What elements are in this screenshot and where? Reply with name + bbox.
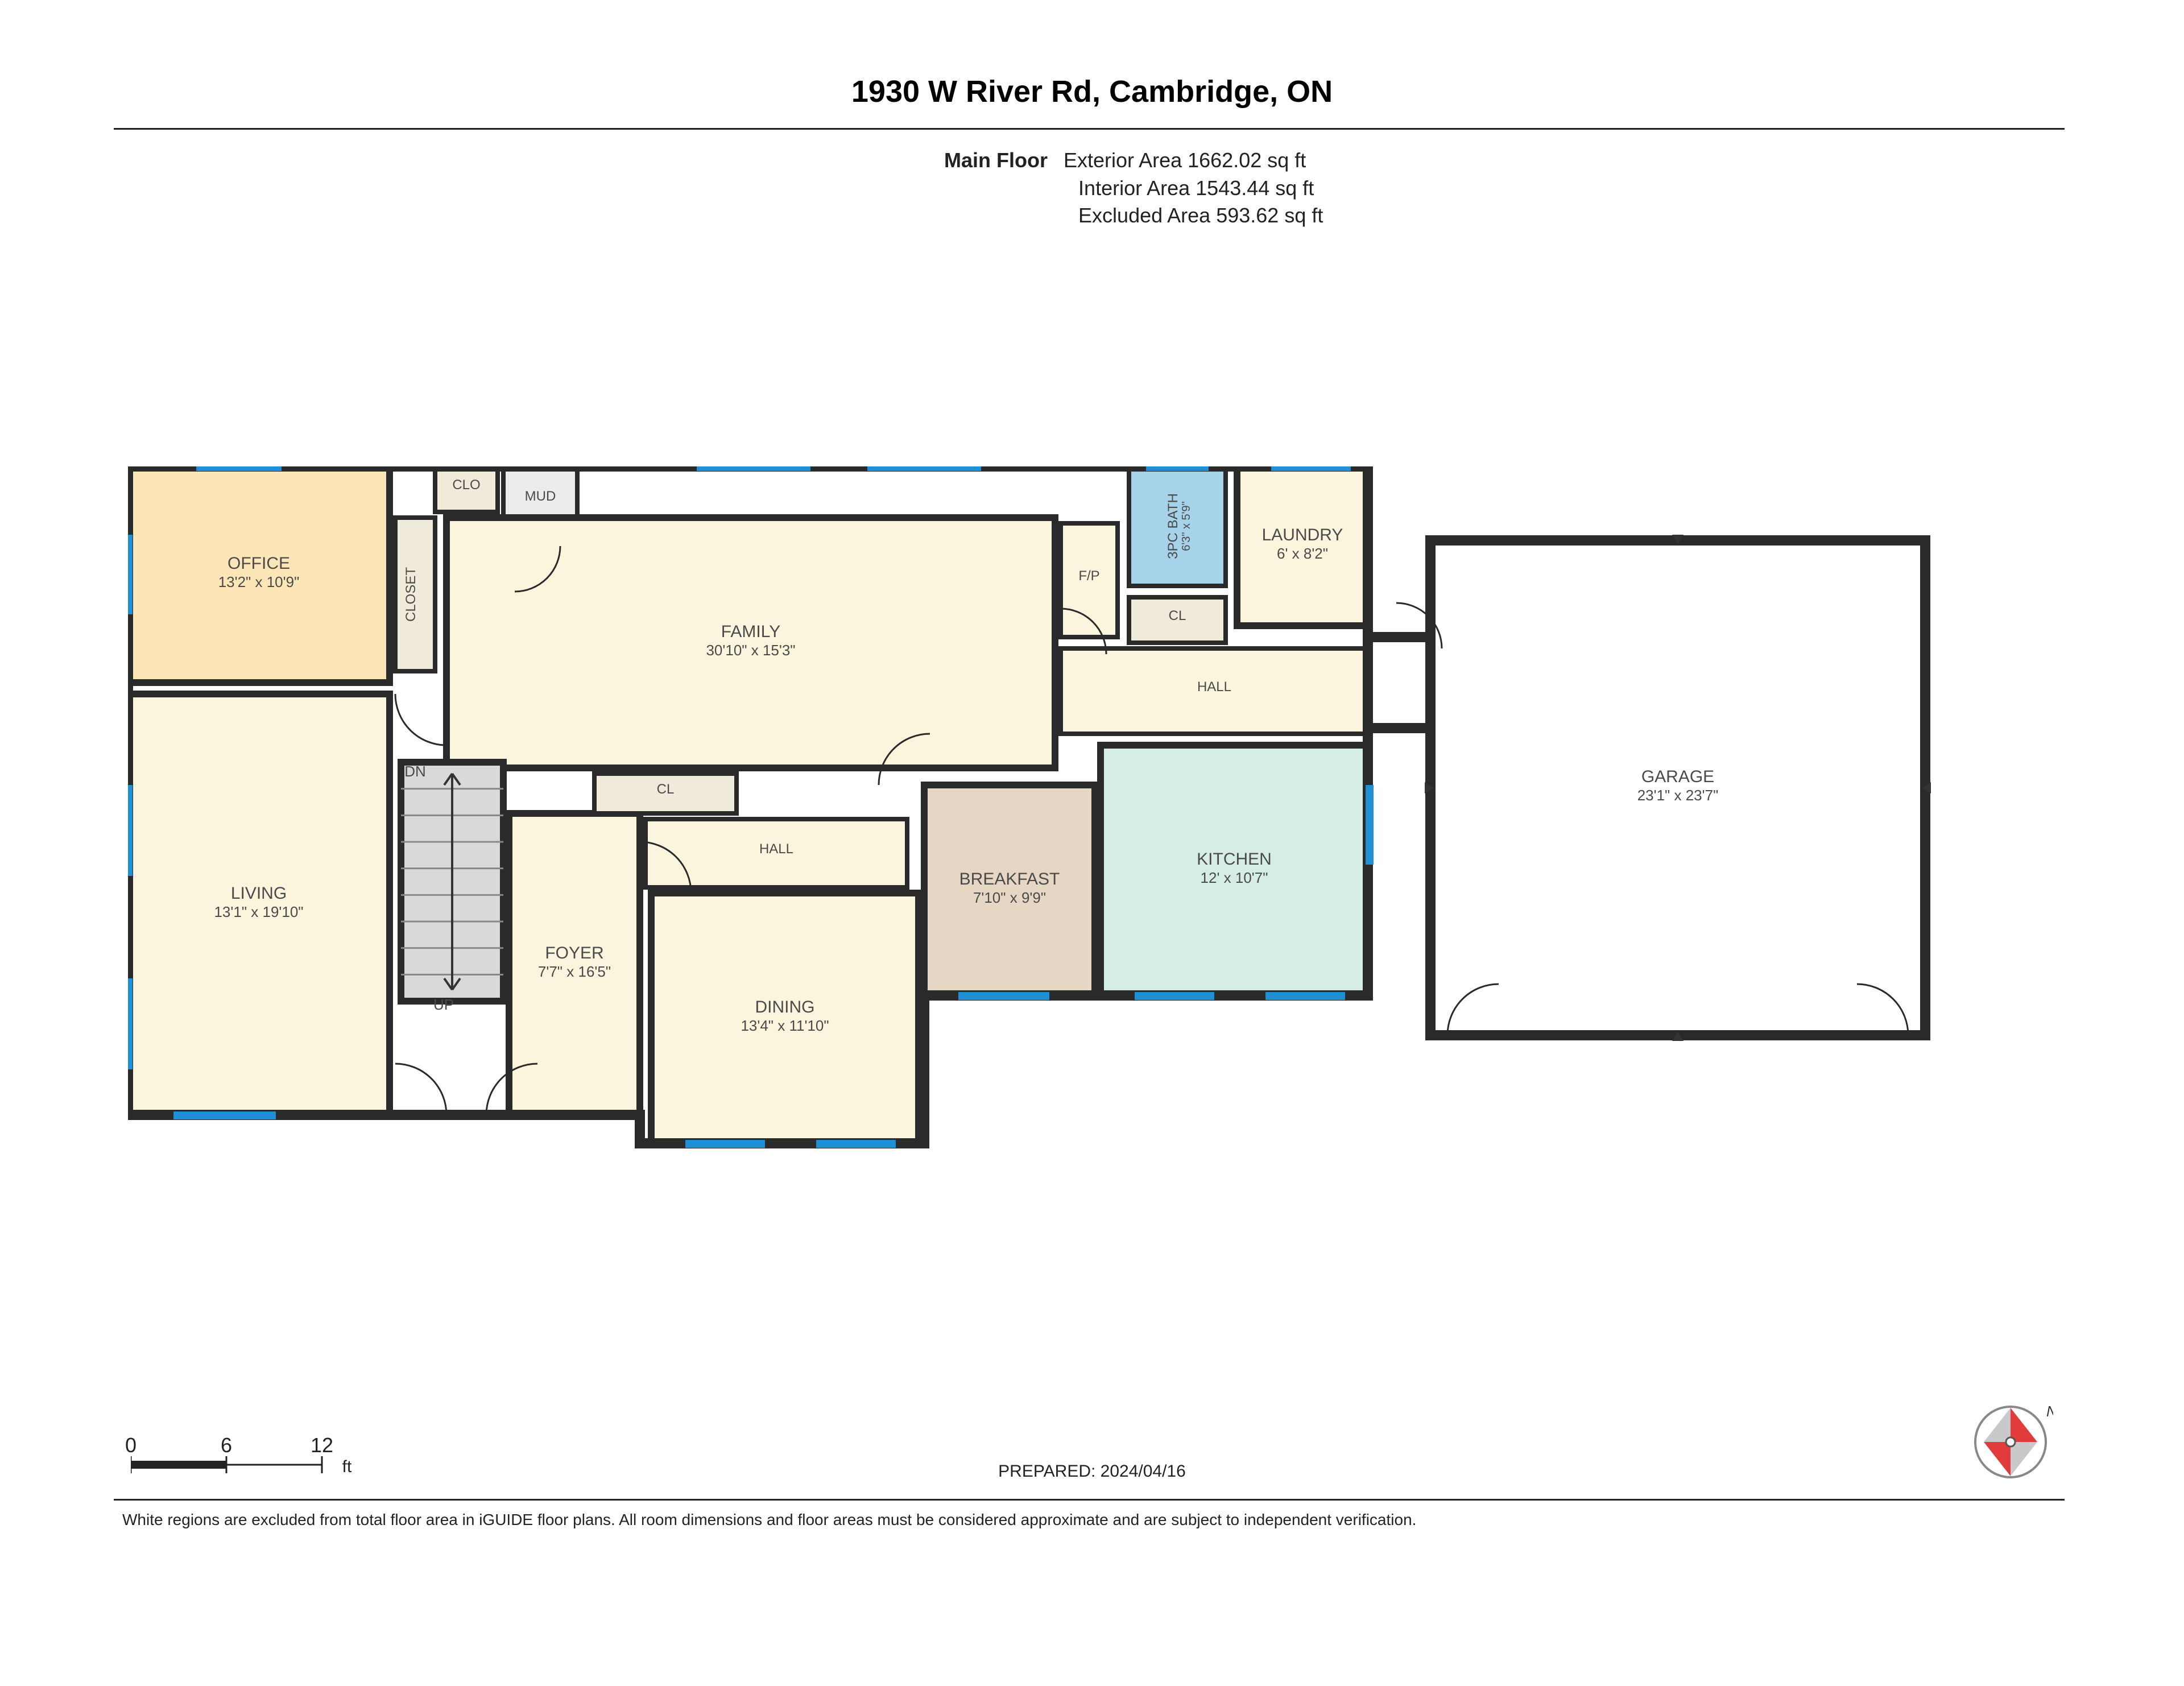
- svg-text:F/P: F/P: [128, 894, 129, 915]
- svg-text:DN: DN: [404, 763, 426, 780]
- svg-text:13'4" x 11'10": 13'4" x 11'10": [741, 1017, 829, 1034]
- svg-text:F/P: F/P: [1078, 568, 1099, 584]
- scale-tick-2: 12: [311, 1433, 333, 1457]
- floorplan-svg: OFFICE13'2" x 10'9" CLO CLOSET MUD FAMILY30'…: [128, 466, 2005, 1206]
- svg-text:FAMILY: FAMILY: [721, 622, 780, 641]
- svg-text:BREAKFAST: BREAKFAST: [959, 870, 1060, 889]
- svg-text:MUD: MUD: [525, 489, 556, 504]
- top-rule: [114, 128, 2065, 130]
- svg-text:N: N: [2046, 1403, 2053, 1420]
- svg-text:30'10" x 15'3": 30'10" x 15'3": [706, 642, 795, 659]
- svg-text:OFFICE: OFFICE: [228, 554, 290, 573]
- svg-text:12' x 10'7": 12' x 10'7": [1201, 869, 1268, 886]
- svg-text:HALL: HALL: [759, 841, 793, 857]
- svg-text:LAUNDRY: LAUNDRY: [1262, 526, 1343, 544]
- svg-text:UP: UP: [433, 996, 454, 1013]
- svg-text:23'1" x 23'7": 23'1" x 23'7": [1637, 787, 1719, 804]
- svg-text:CLO: CLO: [452, 477, 480, 493]
- svg-text:7'7" x 16'5": 7'7" x 16'5": [538, 963, 611, 980]
- svg-text:DINING: DINING: [755, 998, 815, 1016]
- prepared-label: PREPARED: 2024/04/16: [0, 1462, 2184, 1481]
- svg-text:HALL: HALL: [1197, 679, 1231, 695]
- area-line-0: Exterior Area 1662.02 sq ft: [1064, 148, 1306, 172]
- svg-text:13'2" x 10'9": 13'2" x 10'9": [218, 573, 300, 590]
- page: 1930 W River Rd, Cambridge, ON Main Floo…: [0, 0, 2184, 1686]
- svg-text:13'1" x 19'10": 13'1" x 19'10": [214, 903, 303, 920]
- svg-text:6'3" x 5'9": 6'3" x 5'9": [1180, 501, 1193, 551]
- disclaimer: White regions are excluded from total fl…: [122, 1511, 2059, 1529]
- svg-text:GARAGE: GARAGE: [1641, 767, 1714, 786]
- area-line-2: Excluded Area 593.62 sq ft: [1078, 204, 1323, 227]
- svg-text:CL: CL: [657, 782, 675, 797]
- bottom-rule: [114, 1499, 2065, 1501]
- scale-tick-1: 6: [221, 1433, 232, 1457]
- area-line-1: Interior Area 1543.44 sq ft: [1078, 176, 1314, 200]
- svg-text:3PC BATH: 3PC BATH: [1165, 493, 1181, 559]
- page-title: 1930 W River Rd, Cambridge, ON: [0, 74, 2184, 109]
- floor-label: Main Floor: [944, 148, 1048, 172]
- floorplan: OFFICE13'2" x 10'9" CLO CLOSET MUD FAMILY30'…: [128, 466, 2005, 1206]
- floor-info: Main Floor Exterior Area 1662.02 sq ft X…: [944, 147, 1323, 230]
- svg-text:KITCHEN: KITCHEN: [1197, 850, 1272, 869]
- svg-text:CL: CL: [1169, 608, 1186, 623]
- svg-text:FOYER: FOYER: [545, 944, 603, 962]
- svg-text:7'10" x 9'9": 7'10" x 9'9": [973, 889, 1046, 906]
- svg-text:CLOSET: CLOSET: [403, 567, 419, 622]
- svg-text:LIVING: LIVING: [231, 884, 287, 903]
- svg-text:6' x 8'2": 6' x 8'2": [1277, 545, 1328, 562]
- scale-tick-0: 0: [125, 1433, 136, 1457]
